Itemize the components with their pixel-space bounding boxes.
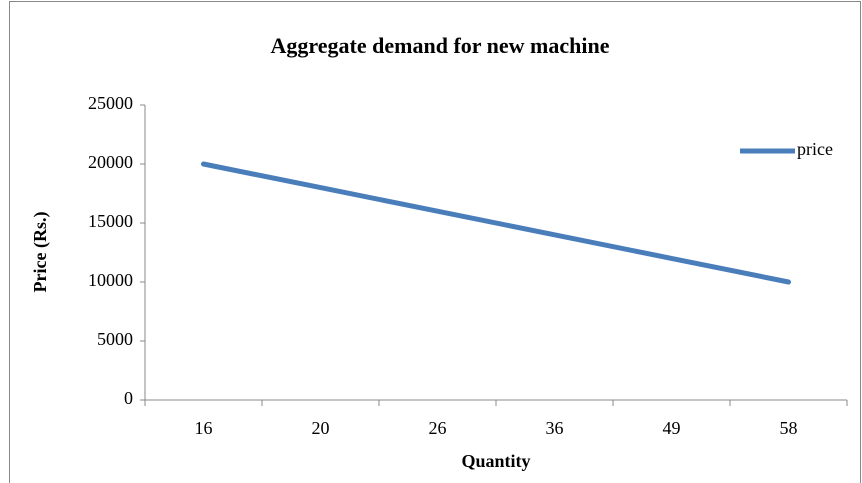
x-tick-label: 26 <box>429 418 447 438</box>
y-tick-label: 20000 <box>88 152 133 172</box>
chart-border <box>9 1 861 483</box>
x-tick-label: 58 <box>780 418 798 438</box>
legend-label: price <box>797 139 833 159</box>
y-tick-label: 15000 <box>88 211 133 231</box>
chart-title: Aggregate demand for new machine <box>271 33 610 58</box>
y-axis-label: Price (Rs.) <box>30 212 51 293</box>
y-tick-label: 25000 <box>88 93 133 113</box>
x-tick-label: 20 <box>312 418 330 438</box>
y-tick-label: 0 <box>124 388 133 408</box>
x-tick-label: 36 <box>546 418 564 438</box>
y-tick-label: 5000 <box>97 329 133 349</box>
y-tick-label: 10000 <box>88 270 133 290</box>
line-series <box>201 161 791 285</box>
x-axis-label: Quantity <box>461 451 530 471</box>
x-tick-label: 49 <box>663 418 681 438</box>
x-tick-label: 16 <box>195 418 213 438</box>
